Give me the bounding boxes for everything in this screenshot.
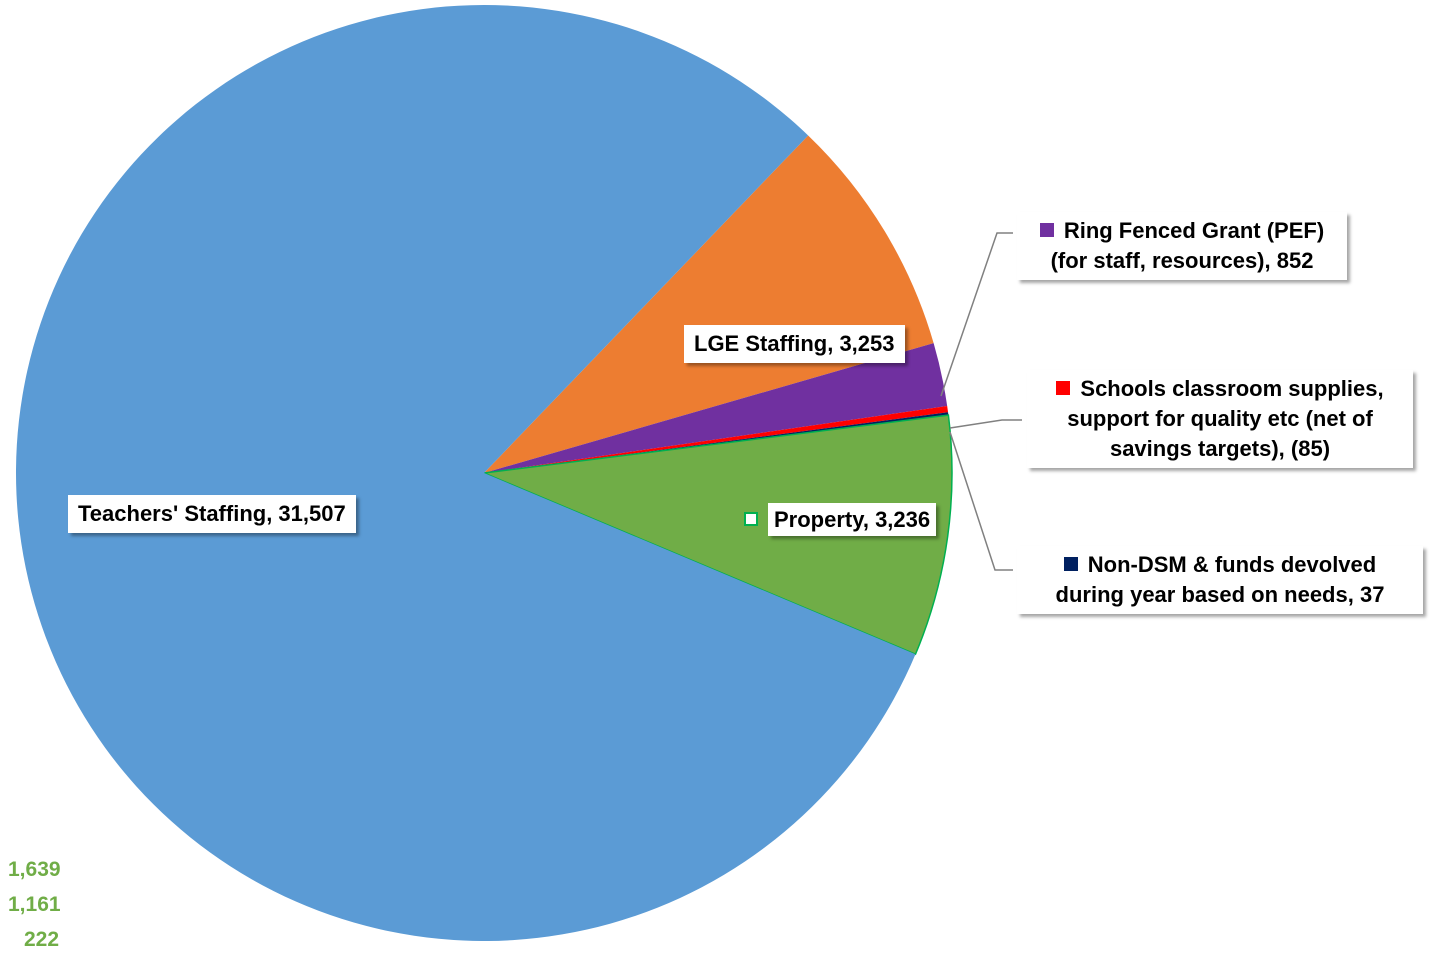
side-value-1: 1,639 <box>8 858 61 881</box>
leader-line-supplies <box>949 419 1022 429</box>
pie-slice-schools-classroom-supplies-support-for-quality-etc-net-of-savings-targets <box>484 405 949 473</box>
leader-line-pef <box>940 232 1013 397</box>
pef-legend-key <box>1039 223 1054 237</box>
leader-lines <box>940 232 1022 571</box>
data-label-teachers-staffing: Teachers' Staffing, 31,507 <box>68 495 356 533</box>
nondsm-legend-key <box>1063 557 1078 571</box>
data-label-non-dsm-line1: Non-DSM & funds devolved <box>1027 550 1413 580</box>
leader-line-nondsm <box>949 431 1013 571</box>
data-label-classroom-supplies: Schools classroom supplies, support for … <box>1027 370 1413 468</box>
data-label-lge-staffing-text: LGE Staffing, 3,253 <box>694 331 895 356</box>
data-label-classroom-supplies-line2: support for quality etc (net of <box>1067 406 1373 431</box>
nondsm-line1-text: Non-DSM & funds devolved <box>1087 552 1377 577</box>
data-label-ring-fenced-grant: Ring Fenced Grant (PEF) (for staff, reso… <box>1017 212 1347 280</box>
data-label-classroom-supplies-line3: savings targets), (85) <box>1109 436 1331 461</box>
pie-slice-ring-fenced-grant-pef-for-staff-resources <box>484 343 948 473</box>
data-label-non-dsm-line2: during year based on needs, 37 <box>1055 582 1385 607</box>
pie-slices <box>16 5 953 941</box>
data-label-classroom-supplies-line1: Schools classroom supplies, <box>1037 374 1403 404</box>
data-label-property: Property, 3,236 <box>744 501 946 539</box>
side-value-2: 1,161 <box>8 893 61 916</box>
supplies-legend-key <box>1056 381 1071 395</box>
pie-slice-teachers-staffing <box>16 5 916 941</box>
data-label-ring-fenced-grant-line2: (for staff, resources), 852 <box>1050 248 1314 273</box>
supplies-line1-text: Schools classroom supplies, <box>1080 376 1384 401</box>
property-legend-key <box>744 512 758 526</box>
pie-slice-lge-staffing <box>484 135 934 473</box>
data-label-teachers-staffing-text: Teachers' Staffing, 31,507 <box>78 501 346 526</box>
data-label-lge-staffing: LGE Staffing, 3,253 <box>684 325 905 363</box>
pef-line1-text: Ring Fenced Grant (PEF) <box>1063 218 1325 243</box>
data-label-property-text: Property, 3,236 <box>768 503 937 536</box>
data-label-ring-fenced-grant-line1: Ring Fenced Grant (PEF) <box>1027 216 1337 246</box>
side-value-3: 222 <box>24 928 60 951</box>
data-label-non-dsm: Non-DSM & funds devolved during year bas… <box>1017 546 1423 614</box>
